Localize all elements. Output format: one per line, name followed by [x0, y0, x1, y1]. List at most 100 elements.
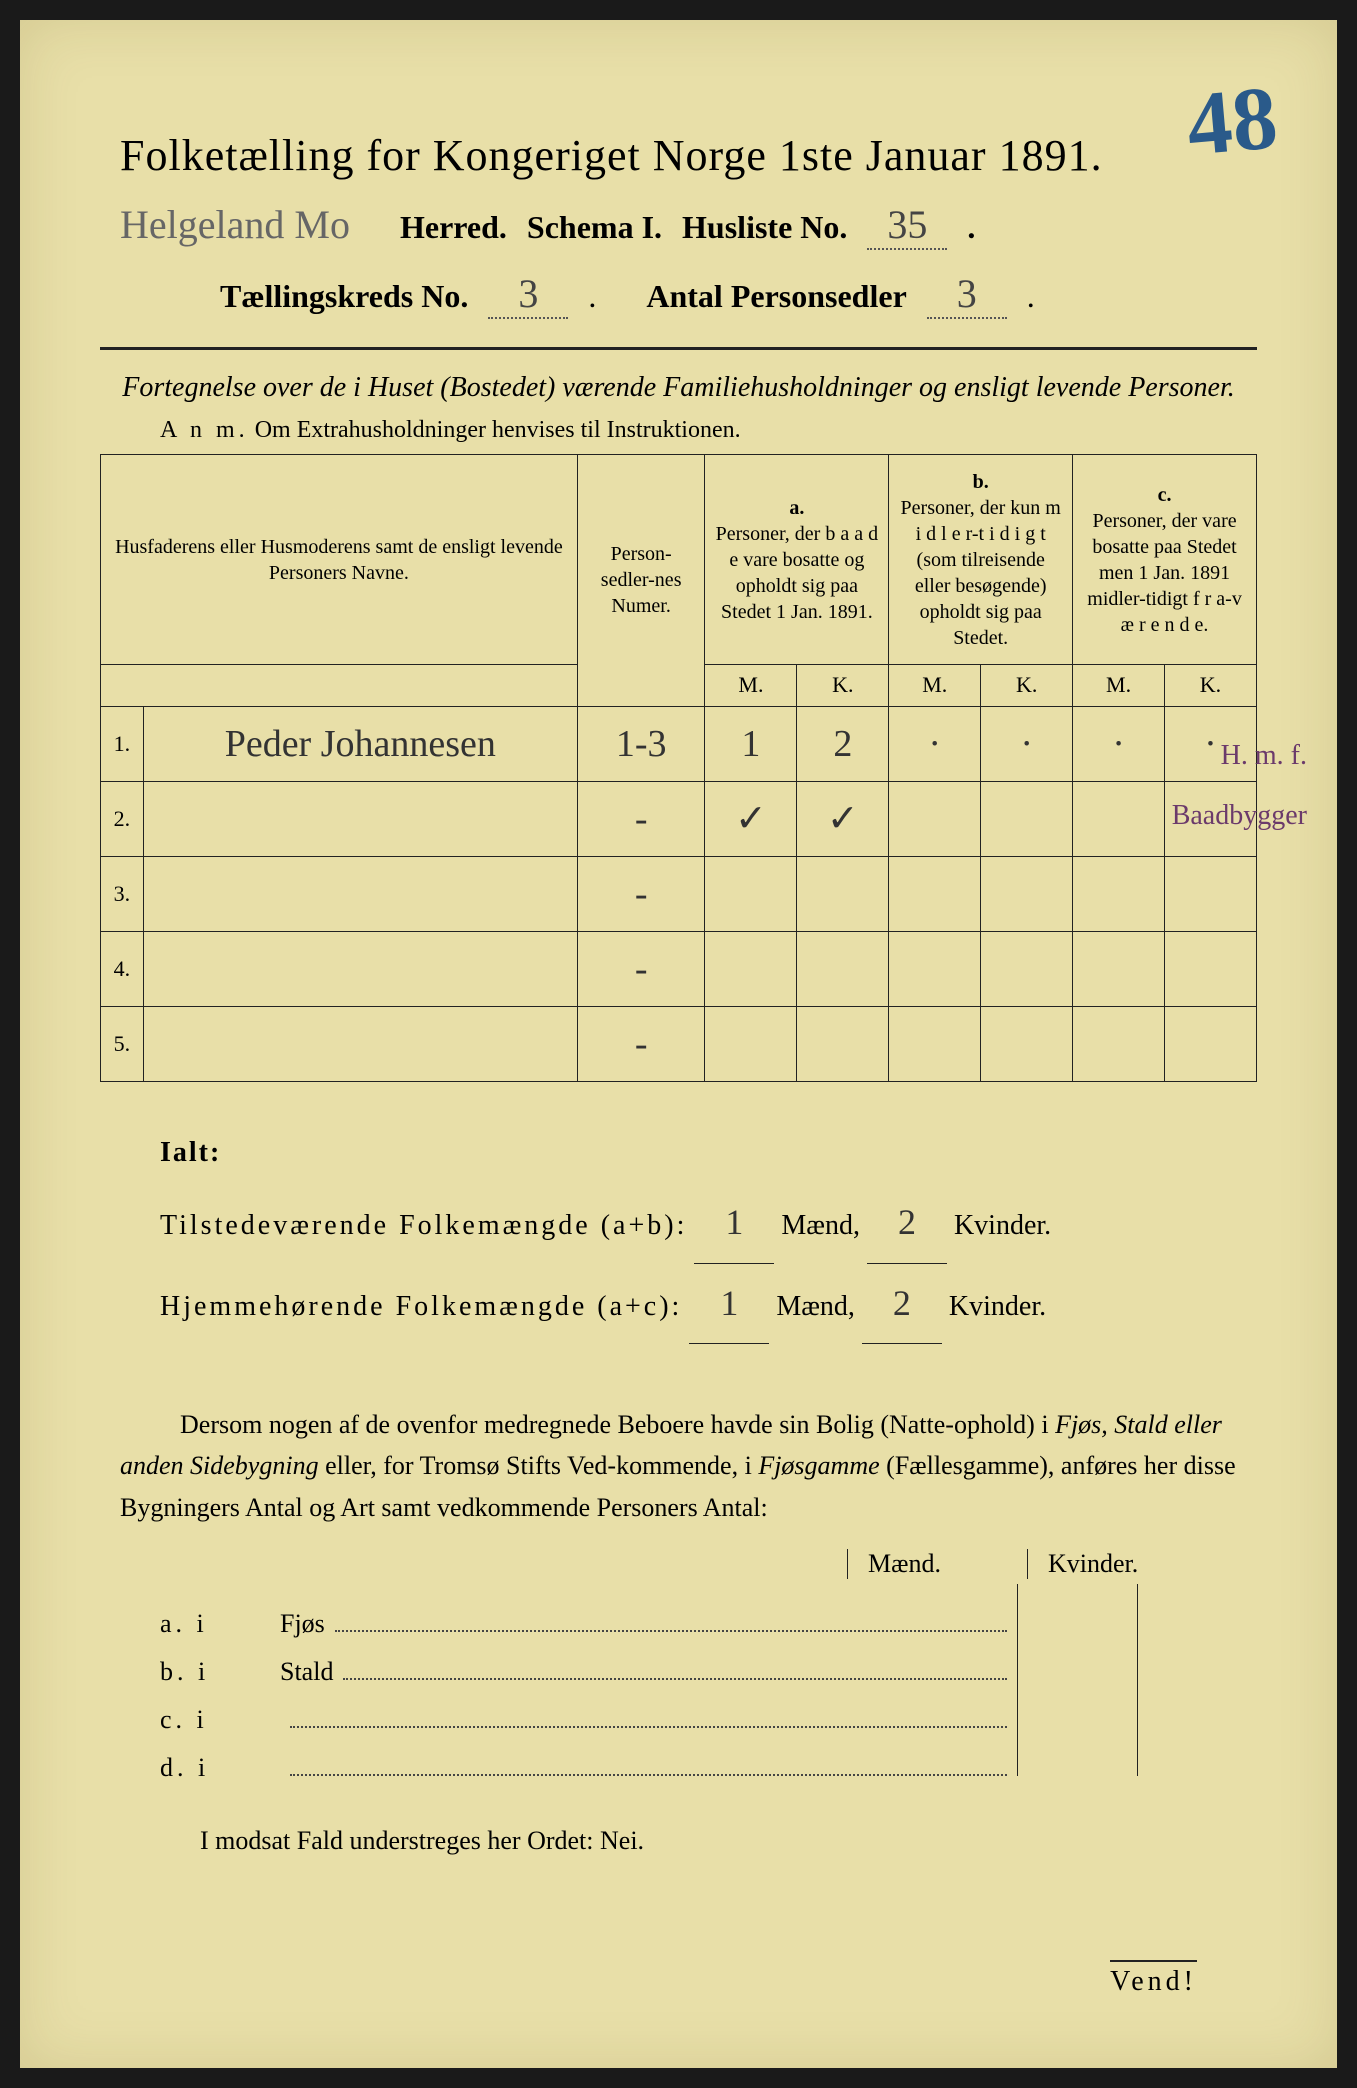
building-label: b. i [160, 1657, 280, 1687]
building-label: d. i [160, 1753, 280, 1783]
totals-line-2: Hjemmehørende Folkemængde (a+c): 1 Mænd,… [160, 1264, 1257, 1344]
building-row: d. i [160, 1728, 1257, 1776]
herred-label: Herred. [400, 209, 507, 246]
row-a-m [705, 856, 797, 931]
col-c-m: M. [1073, 665, 1165, 707]
row-c-m [1073, 781, 1165, 856]
row-a-k [797, 931, 889, 1006]
table-row: 3. - [101, 856, 1257, 931]
table-row: 1. Peder Johannesen 1-3 1 2 · · · · [101, 706, 1257, 781]
row-c-m [1073, 1006, 1165, 1081]
row-name [143, 781, 577, 856]
row-number: 1. [101, 706, 144, 781]
building-name: Fjøs [280, 1609, 325, 1639]
anm-text: Om Extrahusholdninger henvises til Instr… [255, 417, 741, 443]
building-label: c. i [160, 1705, 280, 1735]
row-a-k [797, 1006, 889, 1081]
taellingskreds-label: Tællingskreds No. [220, 278, 468, 315]
row-number: 2. [101, 781, 144, 856]
row-c-m [1073, 856, 1165, 931]
margin-note-1: H. m. f. [1221, 740, 1307, 772]
row-a-m: ✓ [705, 781, 797, 856]
antal-label: Antal Personsedler [646, 278, 906, 315]
row-b-m [889, 1006, 981, 1081]
row-a-m [705, 931, 797, 1006]
row-b-k [981, 856, 1073, 931]
table-row: 5. - [101, 1006, 1257, 1081]
page-number-annotation: 48 [1183, 66, 1282, 176]
row-b-m [889, 856, 981, 931]
taellingskreds-no: 3 [488, 270, 568, 319]
building-name: Stald [280, 1657, 333, 1687]
row-a-m [705, 1006, 797, 1081]
row-name [143, 856, 577, 931]
row-c-k [1165, 931, 1257, 1006]
anm-label: A n m. [160, 417, 249, 443]
header-line-2: Tællingskreds No. 3 . Antal Personsedler… [100, 270, 1257, 319]
row-b-m [889, 931, 981, 1006]
row-c-k [1165, 1006, 1257, 1081]
row-name [143, 931, 577, 1006]
row-b-m: · [889, 706, 981, 781]
row-numer: - [577, 931, 705, 1006]
row-numer: - [577, 856, 705, 931]
line2-maend: 1 [689, 1264, 769, 1344]
line1-maend: 1 [694, 1183, 774, 1263]
col-b-m: M. [889, 665, 981, 707]
herred-handwritten: Helgeland Mo [120, 201, 380, 248]
row-b-k [981, 931, 1073, 1006]
row-number: 4. [101, 931, 144, 1006]
col-b-k: K. [981, 665, 1073, 707]
document-page: 48 Folketælling for Kongeriget Norge 1st… [20, 20, 1337, 2068]
document-title: Folketælling for Kongeriget Norge 1ste J… [100, 130, 1257, 181]
row-b-m [889, 781, 981, 856]
col-a-m: M. [705, 665, 797, 707]
footer-line: I modsat Fald understreges her Ordet: Ne… [100, 1826, 1257, 1856]
building-row: a. i Fjøs [160, 1584, 1257, 1632]
row-a-k [797, 856, 889, 931]
buildings-table: Mænd. Kvinder. a. i Fjøs b. i Stald c. i… [100, 1549, 1257, 1776]
col-c-header: c. Personer, der vare bosatte paa Stedet… [1073, 455, 1257, 665]
row-a-k: ✓ [797, 781, 889, 856]
main-census-table: Husfaderens eller Husmoderens samt de en… [100, 454, 1257, 1082]
building-label: a. i [160, 1609, 280, 1639]
col-c-k: K. [1165, 665, 1257, 707]
col-names-header: Husfaderens eller Husmoderens samt de en… [101, 455, 578, 665]
subtitle: Fortegnelse over de i Huset (Bostedet) v… [100, 368, 1257, 407]
row-c-k [1165, 856, 1257, 931]
husliste-label: Husliste No. [682, 209, 847, 246]
row-a-k: 2 [797, 706, 889, 781]
row-name [143, 1006, 577, 1081]
buildings-maend: Mænd. [847, 1549, 977, 1579]
line2-kvinder: 2 [862, 1264, 942, 1344]
totals-line-1: Tilstedeværende Folkemængde (a+b): 1 Mæn… [160, 1183, 1257, 1263]
husliste-no: 35 [867, 201, 947, 250]
divider [100, 347, 1257, 350]
buildings-kvinder: Kvinder. [1027, 1549, 1157, 1579]
row-name: Peder Johannesen [143, 706, 577, 781]
col-a-k: K. [797, 665, 889, 707]
ialt-label: Ialt: [160, 1122, 1257, 1184]
anm-line: A n m. Om Extrahusholdninger henvises ti… [100, 417, 1257, 444]
totals-section: Ialt: Tilstedeværende Folkemængde (a+b):… [100, 1122, 1257, 1344]
table-row: 2. - ✓ ✓ [101, 781, 1257, 856]
table-row: 4. - [101, 931, 1257, 1006]
col-numer-header: Person-sedler-nes Numer. [577, 455, 705, 707]
row-b-k [981, 1006, 1073, 1081]
header-line-1: Helgeland Mo Herred. Schema I. Husliste … [100, 201, 1257, 250]
vend-label: Vend! [1110, 1960, 1197, 1998]
col-a-header: a. Personer, der b a a d e vare bosatte … [705, 455, 889, 665]
row-number: 3. [101, 856, 144, 931]
row-numer: 1-3 [577, 706, 705, 781]
col-b-header: b. Personer, der kun m i d l e r-t i d i… [889, 455, 1073, 665]
building-row: c. i [160, 1680, 1257, 1728]
antal-personsedler: 3 [927, 270, 1007, 319]
row-b-k [981, 781, 1073, 856]
building-row: b. i Stald [160, 1632, 1257, 1680]
body-paragraph: Dersom nogen af de ovenfor medregnede Be… [100, 1404, 1257, 1529]
row-a-m: 1 [705, 706, 797, 781]
line1-kvinder: 2 [867, 1183, 947, 1263]
row-numer: - [577, 1006, 705, 1081]
row-number: 5. [101, 1006, 144, 1081]
row-b-k: · [981, 706, 1073, 781]
